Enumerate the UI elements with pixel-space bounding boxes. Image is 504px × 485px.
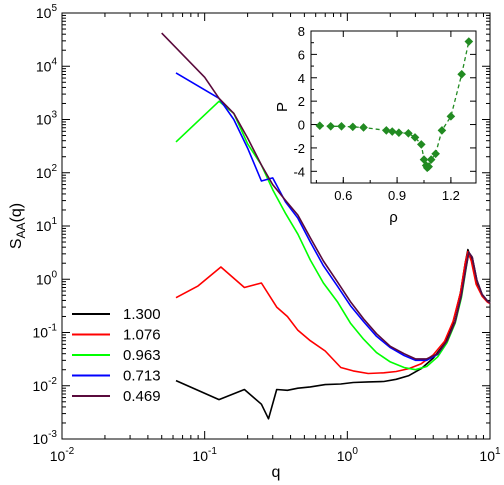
inset-point	[359, 123, 368, 132]
legend: 1.300 1.076 0.963 0.713 0.469	[72, 306, 161, 405]
series-line-1.076	[175, 250, 491, 375]
inset-y-tick-label: -2	[293, 141, 305, 156]
legend-label: 1.076	[123, 327, 161, 344]
x-tick-label: 101	[479, 446, 501, 464]
inset-point	[404, 129, 413, 138]
main-plot-area: 10-2 10-1 100 10110-310-210-110010110210310…	[8, 3, 501, 481]
y-tick-label: 10-2	[33, 376, 58, 394]
inset-point	[337, 121, 346, 131]
y-tick-label: 10-3	[33, 429, 58, 447]
x-tick-label: 10-1	[192, 446, 217, 464]
y-tick-label: 105	[36, 3, 58, 21]
inset-point	[464, 37, 474, 46]
legend-label: 0.963	[123, 347, 161, 364]
inset-point	[387, 127, 397, 136]
inset-y-tick-label: -4	[293, 164, 305, 179]
inset-point	[426, 155, 436, 164]
y-tick-label: 100	[36, 269, 58, 287]
inset-y-tick-label: 6	[298, 47, 305, 62]
series-line-0.469	[161, 32, 491, 360]
y-tick-label: 101	[36, 216, 58, 234]
x-tick-label: 10-2	[50, 446, 75, 464]
inset-point	[457, 69, 466, 79]
inset-x-label: ρ	[389, 209, 398, 226]
legend-label: 1.300	[123, 306, 161, 323]
inset-plot: 0.6 0.9 1.2 -4 -2 0 2 4 6 8 ρ P	[274, 24, 477, 226]
y-axis-label: SAA(q)	[8, 203, 28, 249]
inset-point	[419, 155, 429, 164]
inset-point	[382, 126, 391, 135]
inset-point	[416, 140, 426, 149]
inset-point	[326, 121, 336, 131]
inset-point	[410, 133, 420, 142]
inset-point	[446, 112, 456, 121]
y-tick-label: 104	[36, 56, 58, 74]
main-series-group	[161, 32, 491, 420]
x-tick-label: 100	[337, 446, 359, 464]
inset-y-label: P	[274, 102, 291, 112]
inset-x-tick-label: 0.9	[388, 188, 406, 203]
inset-point	[315, 121, 325, 131]
legend-label: 0.713	[123, 368, 161, 385]
inset-y-tick-label: 8	[298, 24, 305, 39]
inset-point	[424, 162, 433, 171]
y-tick-label: 102	[36, 163, 58, 181]
inset-x-tick-label: 0.6	[334, 188, 352, 203]
inset-point	[348, 122, 358, 132]
inset-point	[394, 128, 404, 138]
inset-y-tick-label: 4	[298, 71, 305, 86]
inset-y-tick-label: 2	[298, 94, 305, 109]
inset-x-tick-label: 1.2	[442, 188, 460, 203]
inset-point	[431, 149, 440, 159]
inset-frame	[310, 30, 477, 184]
inset-point	[437, 126, 447, 135]
x-axis-label: q	[272, 464, 281, 481]
y-tick-label: 10-1	[33, 323, 58, 341]
legend-label: 0.469	[123, 388, 161, 405]
inset-y-tick-label: 0	[298, 118, 305, 133]
y-tick-label: 103	[36, 110, 58, 128]
